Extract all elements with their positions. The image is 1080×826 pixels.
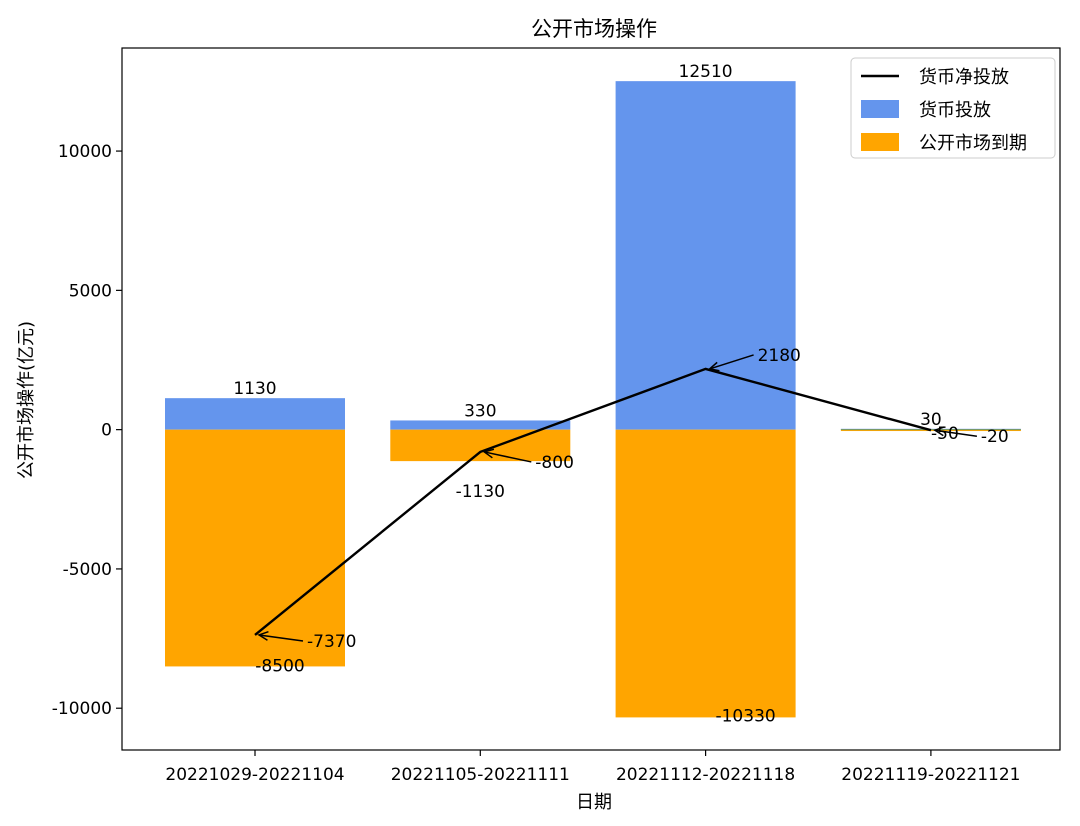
net-supply-line xyxy=(254,367,932,636)
y-axis: -10000 -5000 0 5000 10000 xyxy=(52,142,122,719)
legend-swatch-bar xyxy=(861,100,899,118)
annotation-arrow-2 xyxy=(709,354,754,370)
annotation-arrowhead-3 xyxy=(933,426,945,437)
label-maturity-0: -8500 xyxy=(255,656,304,676)
label-net-0: -7370 xyxy=(307,632,356,652)
plot-frame xyxy=(121,47,1061,751)
y-tick-label: 10000 xyxy=(58,142,112,162)
bar-supply-0 xyxy=(165,398,345,430)
label-maturity-2: -10330 xyxy=(715,706,775,726)
bars-layer xyxy=(165,81,1021,718)
x-tick-label: 20221105-20221111 xyxy=(391,765,570,785)
annotation-arrowhead-1 xyxy=(482,448,495,459)
y-tick-label: -5000 xyxy=(63,560,112,580)
legend-swatch-bar xyxy=(861,133,899,151)
label-net-3: -20 xyxy=(981,427,1009,447)
y-axis-label: 公开市场操作(亿元) xyxy=(16,321,37,479)
legend-entry-label: 公开市场到期 xyxy=(919,133,1027,154)
bar-maturity-2 xyxy=(615,429,796,718)
label-supply-3: 30 xyxy=(920,410,942,430)
bar-maturity-0 xyxy=(165,429,345,667)
x-tick-label: 20221029-20221104 xyxy=(165,765,344,785)
label-maturity-3: -50 xyxy=(931,424,959,444)
label-supply-2: 12510 xyxy=(679,62,733,82)
y-tick-label: 0 xyxy=(101,421,112,441)
x-tick-label: 20221112-20221118 xyxy=(616,765,795,785)
net-line-layer xyxy=(254,354,978,642)
annotation-arrowhead-2 xyxy=(707,361,720,372)
x-axis-label: 日期 xyxy=(576,792,612,813)
annotation-arrowhead-0 xyxy=(257,630,269,641)
label-supply-0: 1130 xyxy=(233,379,276,399)
bar-supply-2 xyxy=(615,81,796,430)
chart-title: 公开市场操作 xyxy=(531,17,657,41)
data-labels-layer: 1130 330 12510 30 -8500 -1130 -10330 -50 -7370 -8… xyxy=(233,62,1008,726)
label-supply-1: 330 xyxy=(464,401,496,421)
annotation-arrow-1 xyxy=(484,451,532,463)
x-tick-label: 20221119-20221121 xyxy=(841,765,1020,785)
annotation-arrow-3 xyxy=(934,429,978,437)
bar-maturity-1 xyxy=(390,429,571,462)
legend-box xyxy=(850,57,1056,159)
bar-supply-1 xyxy=(390,420,571,430)
legend-entry-label: 货币净投放 xyxy=(919,67,1009,88)
annotation-arrow-0 xyxy=(258,634,304,642)
bar-maturity-3 xyxy=(840,429,1021,432)
label-maturity-1: -1130 xyxy=(456,482,505,502)
label-net-2: 2180 xyxy=(758,346,801,366)
y-tick-label: -10000 xyxy=(52,699,112,719)
y-tick-label: 5000 xyxy=(69,281,112,301)
x-axis: 20221029-20221104 20221105-20221111 202211… xyxy=(165,750,1021,785)
label-net-1: -800 xyxy=(535,453,574,473)
legend-entry-label: 货币投放 xyxy=(919,100,991,121)
